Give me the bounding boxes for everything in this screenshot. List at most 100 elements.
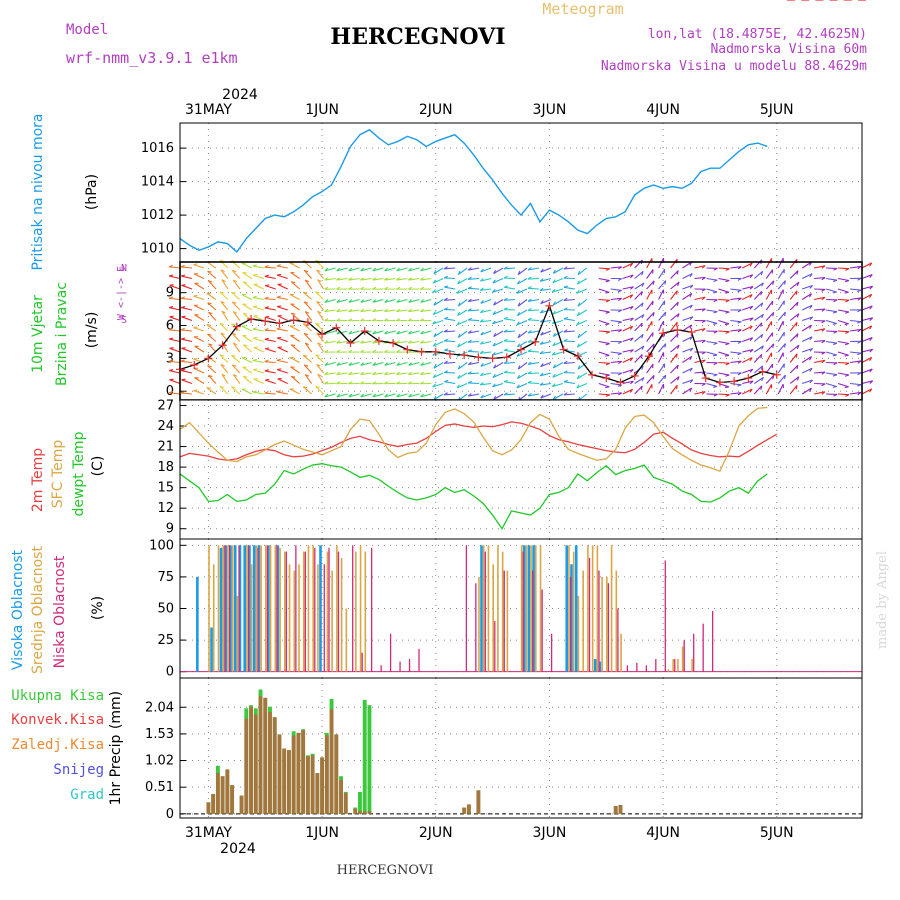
wind-arrow (789, 313, 800, 321)
wind-arrow (457, 309, 468, 316)
cloud-bar-mid (582, 570, 584, 672)
wind-arrowhead (821, 351, 826, 355)
wind-arrowhead (576, 280, 580, 285)
pressure-ylabel: Pritisak na nivou mora (30, 113, 46, 270)
wind-arrow (420, 393, 432, 398)
wind-arrow (610, 297, 622, 301)
wind-arrowhead (618, 297, 622, 302)
wind-arrow (264, 307, 276, 311)
wind-arrow (303, 364, 313, 374)
wind-arrow (276, 328, 288, 332)
cloud-bar-mid (587, 545, 589, 672)
wind-arrowhead (516, 289, 520, 294)
wind-arrowhead (193, 326, 198, 329)
wind-arrowhead (503, 266, 508, 270)
y-tick-label: 1.53 (145, 727, 174, 742)
wind-arrow (264, 266, 276, 269)
wind-arrowhead (676, 290, 678, 295)
wind-arrow (493, 299, 504, 306)
wind-arrowhead (563, 316, 568, 320)
wind-arrow (336, 340, 348, 344)
wind-arrowhead (517, 365, 521, 370)
wind-arrow (527, 372, 539, 375)
wind-arrow (324, 277, 336, 281)
wind-arrow (598, 372, 610, 376)
wind-arrow (777, 311, 786, 321)
cloud-bar-mid (667, 669, 670, 672)
wind-arrowhead (749, 357, 753, 362)
cloud-bar-low (238, 545, 240, 672)
wind-arrow (169, 360, 181, 364)
wind-arrow (303, 301, 313, 311)
precip-bar-total (362, 699, 367, 814)
wind-arrow (694, 265, 706, 269)
pressure-unit: (hPa) (84, 174, 100, 210)
wind-arrowhead (231, 354, 236, 357)
wind-arrow (420, 277, 432, 281)
y-tick-label: 21 (157, 440, 174, 455)
wind-arrow (221, 279, 229, 290)
wind-arrow (517, 309, 528, 317)
wind-arrowhead (304, 374, 310, 377)
wind-arrow (718, 351, 730, 356)
wind-arrowhead (467, 308, 472, 312)
wind-arrowhead (396, 381, 401, 385)
wind-arrowhead (384, 299, 389, 303)
wind-arrow (837, 319, 849, 325)
wind-arrow (315, 291, 324, 300)
wind-arrow (231, 386, 241, 395)
y-tick-label: 12 (157, 501, 174, 516)
wind-arrowhead (493, 332, 497, 337)
wind-arrowhead (652, 312, 655, 317)
wind-arrow (682, 387, 693, 395)
wind-arrow (765, 269, 774, 279)
wind-arrowhead (181, 274, 186, 277)
wind-arrow (540, 277, 552, 282)
wind-arrow (694, 339, 706, 343)
wind-arrowhead (832, 322, 837, 325)
wind-arrowhead (419, 318, 425, 322)
wind-arrow (789, 376, 800, 384)
wind-arrow (753, 302, 764, 311)
wind-arrow (232, 279, 241, 290)
wind-arrowhead (713, 342, 718, 346)
wind-arrowhead (180, 264, 185, 268)
wind-arrowhead (713, 267, 718, 271)
wind-arrowhead (231, 386, 236, 389)
wind-arrowhead (479, 319, 484, 323)
cloud-bar-low (550, 633, 553, 672)
wind-arrow (493, 330, 504, 338)
wind-arrowhead (443, 275, 449, 279)
wind-arrow (801, 356, 812, 363)
wind-arrowhead (630, 337, 634, 342)
wind-arrowhead (563, 379, 568, 383)
wind-arrow (552, 288, 564, 293)
wind-arrowhead (737, 277, 742, 281)
cloud-bar-high (593, 659, 597, 672)
model-label: Model (66, 22, 108, 38)
wind-arrow (456, 382, 468, 389)
wind-arrow (444, 286, 456, 290)
wind-arrow (516, 288, 528, 294)
wind-arrowhead (315, 322, 320, 325)
precip-legend-total: Ukupna Kisa (11, 688, 104, 704)
cloud-bar-mid (606, 576, 608, 672)
wind-arrow (433, 299, 444, 306)
wind-arrow (492, 319, 504, 325)
wind-arrow (694, 276, 706, 280)
wind-arrowhead (304, 301, 309, 304)
wind-ylabel2: Brzina i Pravac (54, 282, 70, 386)
wind-arrowhead (456, 289, 460, 294)
wind-arrowhead (749, 317, 754, 322)
wind-arrow (765, 343, 775, 353)
cloud-bar-low (617, 608, 619, 672)
wind-arrow (838, 361, 850, 364)
wind-arrowhead (503, 275, 508, 279)
wind-arrowhead (761, 345, 764, 350)
wind-arrow (277, 315, 288, 321)
wind-arrow (598, 330, 610, 333)
wind-arrowhead (844, 342, 850, 346)
wind-arrow (552, 382, 564, 388)
wind-arrowhead (517, 280, 521, 285)
cloud-bar-low (328, 547, 330, 672)
